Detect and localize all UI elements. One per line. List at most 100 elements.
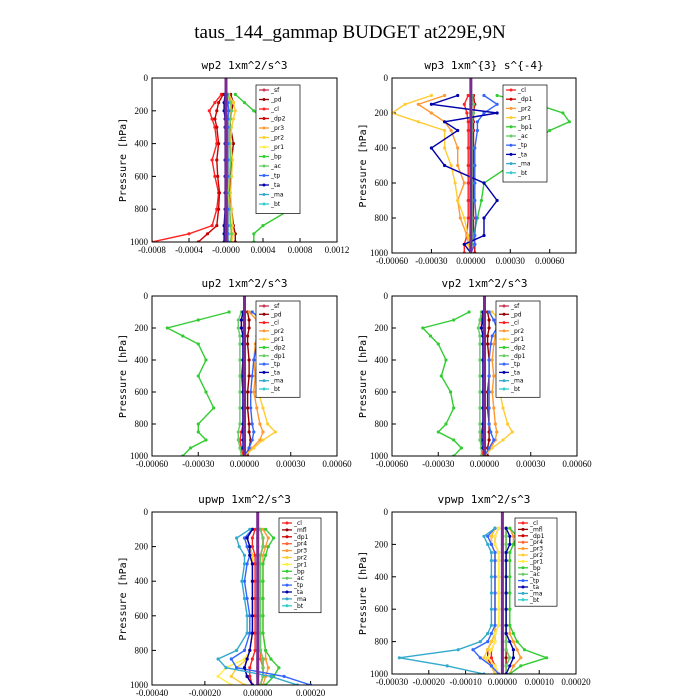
data-point (236, 438, 240, 442)
legend-label: _tp (517, 142, 527, 149)
data-point (246, 406, 250, 410)
data-point (487, 318, 491, 322)
y-tick-label: 0 (384, 291, 389, 301)
data-point (497, 550, 501, 555)
x-tick-label: 0.00030 (496, 256, 526, 266)
data-point (478, 318, 482, 322)
data-point (511, 664, 515, 668)
data-point (277, 666, 281, 670)
series-group (397, 512, 549, 674)
x-tick-label: -0.00020 (189, 688, 222, 698)
data-point (462, 242, 466, 246)
data-point (215, 158, 219, 162)
data-point (478, 438, 482, 442)
panel-4: vp2 1xm^2/s^3 Pressure [hPa] 0 200 400 600 800… (358, 277, 592, 469)
legend: _cl_mfl_dp1_pr4_pr3_pr2_pr1_bp_ac_tp_ta_… (514, 517, 558, 607)
data-point (479, 326, 483, 330)
data-point (258, 631, 262, 635)
data-point (490, 334, 494, 338)
data-point (489, 664, 493, 668)
legend-marker (262, 202, 266, 206)
x-tick-label: 0.00010 (525, 677, 555, 687)
data-point (264, 553, 268, 557)
legend-label: _dp1 (517, 96, 533, 103)
data-point (250, 562, 254, 566)
y-axis-label: Pressure [hPa] (358, 334, 369, 418)
data-point (258, 527, 262, 531)
data-point (493, 631, 497, 636)
legend-label: _bp1 (517, 124, 533, 131)
series-line-pd (246, 311, 252, 456)
legend-label: _pr4 (529, 539, 543, 546)
data-point (508, 542, 512, 547)
data-point (493, 591, 497, 595)
data-point (493, 623, 497, 628)
data-point (486, 334, 490, 338)
data-point (242, 596, 247, 601)
legend-label: _pr2 (517, 105, 531, 112)
data-point (456, 128, 460, 133)
legend-marker (262, 155, 266, 158)
data-point (506, 422, 510, 426)
data-point (245, 674, 249, 679)
data-point (253, 648, 257, 653)
legend-marker (509, 134, 513, 138)
data-point (489, 623, 493, 628)
legend-marker (262, 370, 266, 374)
data-point (436, 342, 440, 346)
data-point (238, 422, 242, 426)
data-point (465, 111, 469, 115)
legend-label: _bt (517, 170, 528, 177)
y-axis-label: Pressure [hPa] (358, 123, 369, 207)
legend: _cl_mfl_dp1_pr4_pr3_pr2_pr1_bp_ac_tp_ta_… (278, 517, 322, 614)
data-point (253, 614, 257, 618)
legend-label: _ma (293, 596, 307, 603)
data-point (504, 640, 508, 644)
data-point (258, 553, 262, 557)
data-point (261, 224, 265, 228)
legend-label: _mfl (293, 527, 307, 534)
panel-title: upwp 1xm^2/s^3 (198, 493, 291, 506)
data-point (429, 111, 433, 115)
data-point (261, 536, 265, 540)
data-point (216, 657, 220, 661)
x-tick-label: 0.0004 (251, 245, 276, 255)
data-point (250, 545, 254, 549)
data-point (266, 545, 270, 549)
legend-marker (502, 337, 506, 341)
data-point (545, 656, 549, 660)
data-point (188, 446, 193, 450)
y-tick-label: 1000 (130, 680, 149, 690)
y-axis-label: Pressure [hPa] (118, 556, 129, 640)
data-point (471, 111, 476, 115)
x-tick-label: 0.00000 (230, 459, 260, 469)
legend-label: _sf (510, 303, 520, 310)
data-point (548, 128, 552, 133)
legend-marker (262, 362, 266, 366)
data-point (473, 146, 477, 150)
data-point (247, 358, 251, 362)
data-point (490, 310, 494, 314)
x-tick-label: -0.00040 (136, 688, 169, 698)
y-tick-label: 600 (135, 611, 149, 621)
legend-marker (262, 193, 266, 196)
data-point (248, 545, 252, 549)
plot-frame (391, 77, 577, 254)
legend-marker (521, 559, 525, 563)
data-point (504, 623, 508, 628)
data-point (493, 640, 497, 644)
data-point (230, 232, 234, 236)
legend-marker (502, 362, 506, 366)
data-point (245, 657, 249, 661)
series-group (392, 78, 572, 253)
panel-1: wp2 1xm^2/s^3 Pressure [hPa] 0 200 400 600 800… (118, 59, 349, 255)
legend-marker (509, 116, 513, 120)
legend-marker (285, 549, 289, 553)
data-point (508, 640, 512, 644)
data-point (217, 101, 221, 105)
data-point (165, 326, 169, 330)
legend-label: _bp (270, 154, 282, 161)
y-axis-label: Pressure [hPa] (118, 334, 129, 418)
data-point (238, 446, 242, 450)
